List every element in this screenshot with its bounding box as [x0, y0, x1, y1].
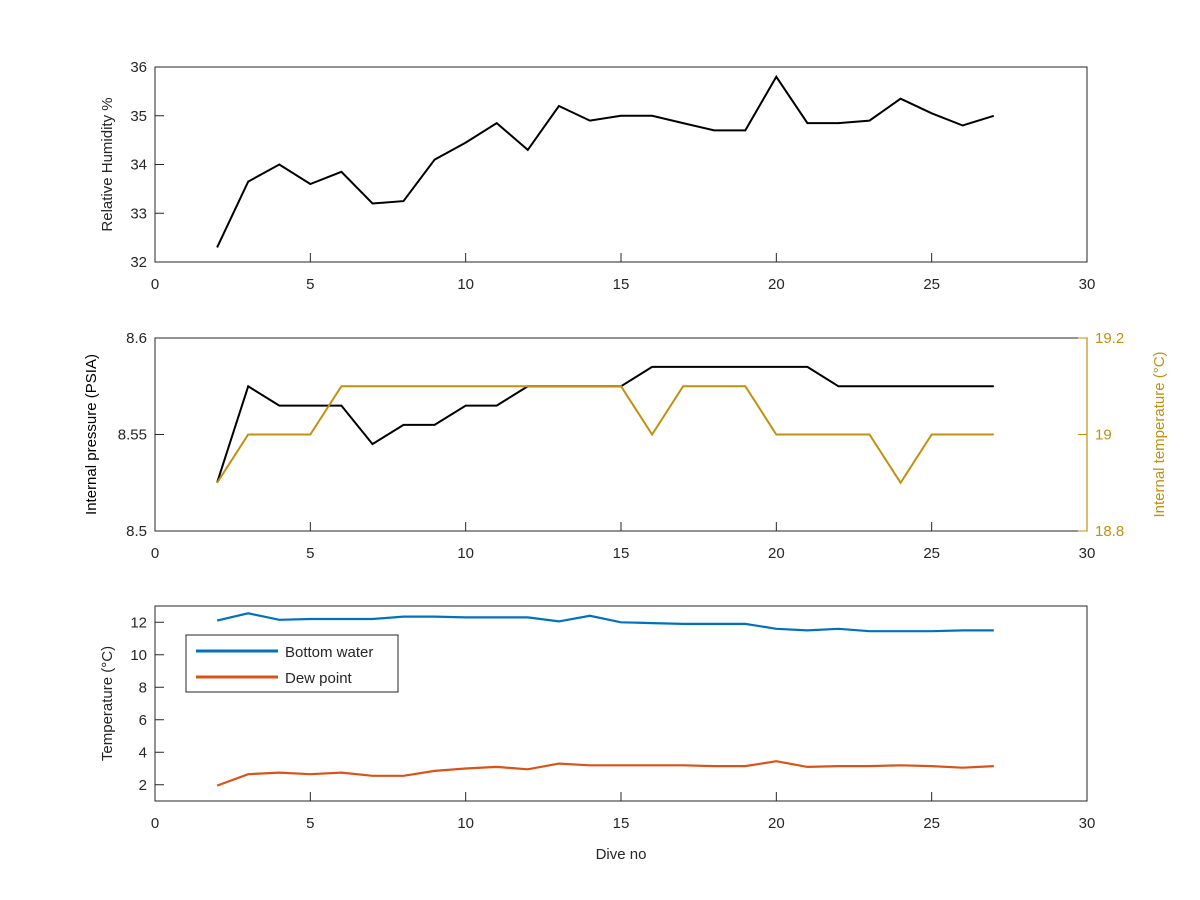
temperature-x-tick-label: 30: [1079, 815, 1096, 832]
pressure-x-tick-label: 5: [306, 545, 314, 562]
legend-box: [185, 634, 399, 693]
humidity-chart: 0 5 10 15 20 25 30 32 33 34 35 36 Relative Humidit…: [99, 59, 1095, 293]
humidity-plot-area: [154, 66, 1088, 263]
temperature-right-y-ticks: 18.8 19 19.2: [1078, 330, 1124, 540]
pressure-series: [216, 365, 994, 485]
x-axis-label: Dive no: [596, 846, 647, 863]
temperature-y-ticks: 2 4 6 8 10 12: [130, 614, 164, 794]
temperature-x-tick-label: 0: [151, 815, 159, 832]
humidity-x-tick-label: 5: [306, 276, 314, 293]
humidity-x-tick-label: 10: [457, 276, 474, 293]
pressure-x-ticks: 0 5 10 15 20 25 30: [151, 522, 1096, 562]
temperature-y-tick-label: 10: [130, 647, 147, 664]
temperature-x-tick-label: 20: [768, 815, 785, 832]
pressure-x-tick-label: 0: [151, 545, 159, 562]
right-y-tick-label: 18.8: [1095, 523, 1124, 540]
temperature-y-tick-label: 8: [139, 679, 147, 696]
temperature-x-tick-label: 10: [457, 815, 474, 832]
humidity-y-tick-label: 32: [130, 254, 147, 271]
pressure-y-tick-label: 8.6: [126, 330, 147, 347]
humidity-x-tick-label: 25: [923, 276, 940, 293]
right-y-tick-label: 19.2: [1095, 330, 1124, 347]
internal-temperature-y-axis-label: Internal temperature (°C): [1151, 351, 1168, 517]
humidity-y-tick-label: 36: [130, 59, 147, 76]
temperature-y-axis-label: Temperature (°C): [99, 646, 116, 761]
temperature-chart: 0 5 10 15 20 25 30 2 4 6 8 10 12 Temperature (°C) D…: [99, 605, 1096, 863]
humidity-series: [216, 74, 995, 248]
series-line-dew-point: [216, 760, 994, 787]
pressure-y-ticks: 8.5 8.55 8.6: [118, 330, 164, 540]
humidity-x-tick-label: 20: [768, 276, 785, 293]
temperature-x-tick-label: 25: [923, 815, 940, 832]
temperature-x-ticks: 0 5 10 15 20 25 30: [151, 792, 1096, 832]
humidity-y-tick-label: 35: [130, 108, 147, 125]
temperature-y-tick-label: 12: [130, 614, 147, 631]
humidity-x-ticks: 0 5 10 15 20 25 30: [151, 253, 1096, 293]
series-line-bottom-water: [216, 612, 994, 633]
pressure-x-tick-label: 20: [768, 545, 785, 562]
legend-label-bottom-water: Bottom water: [285, 644, 373, 661]
humidity-y-axis-label: Relative Humidity %: [99, 97, 116, 231]
temperature-series: [216, 612, 994, 787]
pressure-x-tick-label: 30: [1079, 545, 1096, 562]
temperature-y-tick-label: 2: [139, 777, 147, 794]
temperature-y-tick-label: 6: [139, 712, 147, 729]
humidity-x-tick-label: 15: [613, 276, 630, 293]
legend: Bottom water Dew point: [185, 634, 399, 693]
humidity-y-ticks: 32 33 34 35 36: [130, 59, 164, 271]
right-y-tick-label: 19: [1095, 427, 1112, 444]
series-line-humidity-left: [216, 74, 995, 248]
pressure-x-tick-label: 10: [457, 545, 474, 562]
humidity-x-tick-label: 0: [151, 276, 159, 293]
temperature-x-tick-label: 5: [306, 815, 314, 832]
temperature-x-tick-label: 15: [613, 815, 630, 832]
humidity-x-tick-label: 30: [1079, 276, 1096, 293]
humidity-y-tick-label: 34: [130, 157, 147, 174]
pressure-x-tick-label: 15: [613, 545, 630, 562]
pressure-y-tick-label: 8.5: [126, 523, 147, 540]
pressure-y-axis-label: Internal pressure (PSIA): [83, 354, 100, 515]
legend-label-dew-point: Dew point: [285, 670, 353, 687]
pressure-y-tick-label: 8.55: [118, 427, 147, 444]
pressure-chart: 0 5 10 15 20 25 30 8.5 8.55 8.6 18.8 19 19.2 Inter…: [83, 330, 1168, 562]
pressure-x-tick-label: 25: [923, 545, 940, 562]
humidity-y-tick-label: 33: [130, 205, 147, 222]
temperature-y-tick-label: 4: [139, 744, 147, 761]
series-line-pressure-right: [216, 385, 994, 485]
